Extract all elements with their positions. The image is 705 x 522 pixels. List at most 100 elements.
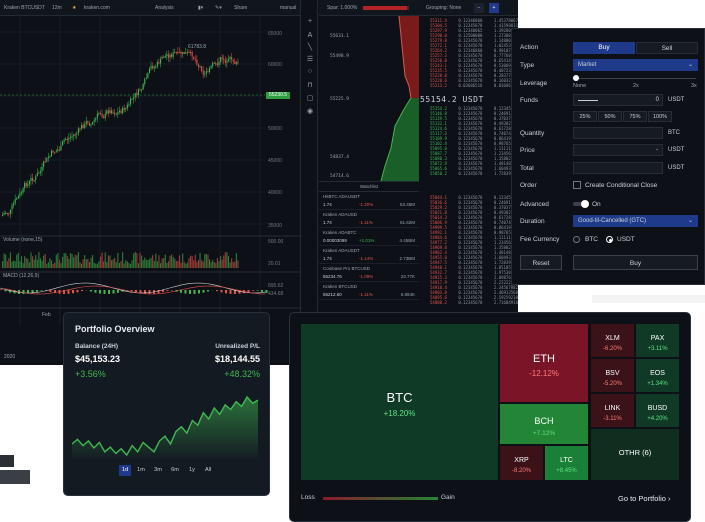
range-1m[interactable]: 1m [137, 467, 145, 473]
go-to-portfolio-link[interactable]: Go to Portfolio › [618, 494, 671, 503]
lock-icon[interactable]: ⊓ [307, 82, 313, 89]
star-icon[interactable]: ★ [72, 5, 77, 11]
heatmap-tile[interactable]: BCH +7.12% [499, 403, 589, 445]
conditional-checkbox[interactable] [573, 181, 581, 189]
type-select[interactable]: Market ⌄ [573, 59, 698, 71]
orderbook-row[interactable]: 54888.2 0.12345678 2.71604916 [430, 300, 518, 305]
orderbook-row[interactable]: 54903.0 0.12345678 2.46913560 [430, 290, 518, 295]
orderbook-row[interactable]: 55014.3 0.12345678 0.61728390 [430, 215, 518, 220]
orderbook-row[interactable]: 54962.4 0.12345678 1.48148136 [430, 250, 518, 255]
watchlist-item[interactable]: Kraken ADAUSDT 1.74 -1.14% 2.73BM [319, 246, 419, 264]
duration-select[interactable]: Good-til-Cancelled (GTC) ⌄ [573, 215, 698, 227]
orderbook-row[interactable]: 54999.5 0.12345678 0.86419746 [430, 225, 518, 230]
heatmap-tile[interactable]: OTHR (6) [590, 428, 680, 481]
orderbook-row[interactable]: 54925.3 0.12345678 2.09876526 [430, 275, 518, 280]
orderbook-row[interactable]: 55279.8 0.12345678 1.14800000 [430, 38, 518, 43]
orderbook-row[interactable]: 55243.1 0.12345678 0.53069228 [430, 63, 518, 68]
trendline-icon[interactable]: ╲ [307, 44, 313, 51]
heatmap-tile[interactable]: XLM -6.20% [590, 323, 635, 358]
range-3m[interactable]: 3m [154, 467, 162, 473]
percent-button[interactable]: 25% [573, 111, 597, 122]
orderbook-row[interactable]: 55272.1 0.12345678 1.02453122 [430, 43, 518, 48]
advanced-toggle-knob[interactable] [581, 200, 589, 208]
circle-icon[interactable]: ○ [307, 68, 313, 75]
heatmap-tile[interactable]: XRP -8.20% [499, 445, 544, 481]
orderbook-row[interactable]: 54895.6 0.12345678 2.59259238 [430, 295, 518, 300]
orderbook-row[interactable]: 55139.5 0.12345678 0.37037034 [430, 116, 518, 121]
heatmap-tile[interactable]: BSV -5.20% [590, 358, 635, 393]
orderbook-row[interactable]: 55080.3 0.12345678 1.35802458 [430, 156, 518, 161]
share-button[interactable]: Share [234, 5, 248, 11]
orderbook-row[interactable]: 55058.2 0.12345678 1.72839492 [430, 171, 518, 176]
watchlist-item[interactable]: Kraken ADAUSD 1.74 -1.11% 51.62M [319, 210, 419, 228]
orderbook-row[interactable]: 54917.9 0.12345678 2.22222204 [430, 280, 518, 285]
trash-icon[interactable]: ▢ [306, 95, 314, 102]
draw-icon[interactable]: ✎▾ [215, 5, 222, 11]
watchlist-item[interactable]: Coinbase Pro BTCUSD 55234.76 -1.09% 23.77K [319, 264, 419, 282]
fib-icon[interactable]: ☰ [306, 56, 314, 63]
orderbook-row[interactable]: 54984.6 0.12345678 1.11111102 [430, 235, 518, 240]
orderbook-row[interactable]: 55311.4 0.12346860 1.45378067 [430, 18, 518, 23]
orderbook-row[interactable]: 54940.1 0.12345678 1.85185170 [430, 265, 518, 270]
leverage-slider[interactable] [576, 78, 696, 79]
price-chart[interactable] [0, 16, 300, 365]
orderbook-row[interactable]: 55044.1 0.12345678 0.12345678 [430, 195, 518, 200]
watchlist-item[interactable]: HitBTC ADAUSDT 1.74 -1.20% 63.45M [319, 192, 419, 210]
orderbook-row[interactable]: 55154.2 0.12345678 0.12345678 [430, 106, 518, 111]
orderbook-row[interactable]: 55257.3 0.12345678 0.77760584 [430, 53, 518, 58]
orderbook-row[interactable]: 55213.2 0.03686516 0.03686516 [430, 83, 518, 88]
orderbook-row[interactable]: 55235.5 0.12345678 0.40723550 [430, 68, 518, 73]
percent-button[interactable]: 100% [648, 111, 672, 122]
advanced-toggle[interactable] [573, 202, 587, 206]
orderbook-row[interactable]: 54955.0 0.12345678 1.60493814 [430, 255, 518, 260]
quantity-input[interactable] [573, 127, 663, 139]
orderbook-row[interactable]: 55109.9 0.12345678 0.86419746 [430, 136, 518, 141]
text-tool-icon[interactable]: A [307, 32, 313, 39]
orderbook-row[interactable]: 55102.4 0.12345678 0.98765424 [430, 141, 518, 146]
orderbook-row[interactable]: 55072.9 0.12345678 1.48148136 [430, 161, 518, 166]
percent-button[interactable]: 50% [598, 111, 622, 122]
crosshair-icon[interactable]: + [307, 18, 313, 25]
heatmap-tile[interactable]: BTC +18.20% [300, 323, 499, 481]
spread-slider[interactable] [363, 6, 409, 10]
orderbook-row[interactable]: 54947.5 0.12345678 1.72839492 [430, 260, 518, 265]
orderbook-row[interactable]: 55304.5 0.12345878 1.41598011 [430, 23, 518, 28]
orderbook-row[interactable]: 54910.4 0.12345678 2.34567882 [430, 285, 518, 290]
orderbook-row[interactable]: 55228.0 0.12345678 0.28377872 [430, 73, 518, 78]
orderbook-row[interactable]: 55021.8 0.12345678 0.49382712 [430, 210, 518, 215]
orderbook-row[interactable]: 54932.7 0.12345678 1.97530848 [430, 270, 518, 275]
heatmap-tile[interactable]: ETH -12.12% [499, 323, 589, 403]
heatmap-tile[interactable]: PAX +3.11% [635, 323, 680, 358]
orderbook-row[interactable]: 55250.8 0.12345678 0.65414906 [430, 58, 518, 63]
submit-buy-button[interactable]: Buy [573, 255, 698, 270]
zoom-out-button[interactable]: − [474, 3, 484, 13]
zoom-in-button[interactable]: + [489, 3, 499, 13]
orderbook-row[interactable]: 55117.3 0.12345678 0.74074068 [430, 131, 518, 136]
heatmap-tile[interactable]: BUSD +4.20% [635, 393, 680, 428]
range-all[interactable]: All [204, 467, 212, 473]
total-input[interactable] [573, 162, 663, 174]
orderbook-row[interactable]: 55036.6 0.12345678 0.24691356 [430, 200, 518, 205]
range-1d[interactable]: 1d [119, 465, 131, 476]
pair-selector[interactable]: Kraken BTCUSDT [4, 5, 45, 11]
funds-input[interactable]: 0 [573, 94, 663, 106]
watchlist-item[interactable]: Kraken BTCUSD 55212.60 -1.11% 6.894K [319, 282, 419, 300]
analysis-button[interactable]: Analysis [155, 5, 174, 11]
orderbook-row[interactable]: 55029.2 0.12345678 0.37037034 [430, 205, 518, 210]
percent-button[interactable]: 75% [623, 111, 647, 122]
orderbook-row[interactable]: 55087.7 0.12345678 1.23456780 [430, 151, 518, 156]
orderbook-row[interactable]: 55264.2 0.12346860 0.90107444 [430, 48, 518, 53]
fee-radio-btc[interactable] [573, 236, 580, 243]
grouping-selector[interactable]: Grouping: None [426, 5, 462, 11]
exchange-link[interactable]: kraken.com [84, 5, 110, 11]
sell-tab[interactable]: Sell [636, 42, 698, 54]
leverage-handle[interactable] [573, 75, 579, 81]
interval-selector[interactable]: 12m [52, 5, 62, 11]
mode-toggle[interactable]: manual [280, 5, 297, 11]
chart-type-icon[interactable]: ▮▾ [198, 5, 204, 11]
orderbook-row[interactable]: 55290.0 0.12500000 1.27300000 [430, 33, 518, 38]
orderbook-row[interactable]: 55065.6 0.12345678 1.60493814 [430, 166, 518, 171]
orderbook-row[interactable]: 55297.9 0.12340065 1.39280911 [430, 28, 518, 33]
orderbook-row[interactable]: 54977.2 0.12345678 1.23456780 [430, 240, 518, 245]
price-input[interactable]: - [573, 144, 663, 156]
